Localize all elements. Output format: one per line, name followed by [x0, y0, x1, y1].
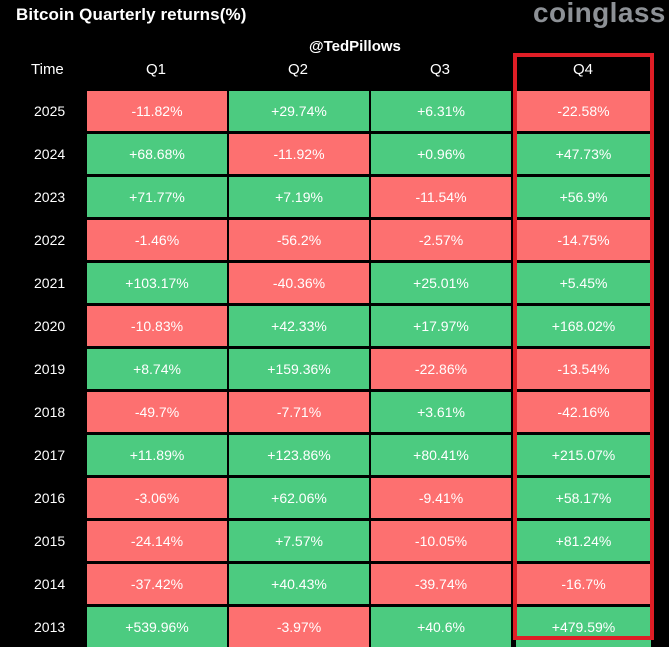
- return-cell-2015-q4: +81.24%: [516, 521, 651, 561]
- return-cell-2021-q3: +25.01%: [371, 263, 511, 303]
- return-cell-2013-q1: +539.96%: [87, 607, 227, 647]
- watermark: @TedPillows: [309, 38, 401, 55]
- row-year-label: 2015: [34, 533, 66, 549]
- header-q2: Q2: [288, 61, 309, 78]
- return-cell-2019-q3: -22.86%: [371, 349, 511, 389]
- return-cell-2020-q1: -10.83%: [87, 306, 227, 346]
- return-cell-2014-q3: -39.74%: [371, 564, 511, 604]
- return-cell-2017-q3: +80.41%: [371, 435, 511, 475]
- header-q1: Q1: [146, 61, 167, 78]
- return-cell-2025-q1: -11.82%: [87, 91, 227, 131]
- return-cell-2023-q4: +56.9%: [516, 177, 651, 217]
- row-year-label: 2020: [34, 318, 66, 334]
- return-cell-2016-q1: -3.06%: [87, 478, 227, 518]
- return-cell-2016-q2: +62.06%: [229, 478, 369, 518]
- row-year-label: 2018: [34, 404, 66, 420]
- row-year-label: 2024: [34, 146, 66, 162]
- return-cell-2022-q3: -2.57%: [371, 220, 511, 260]
- chart-title: Bitcoin Quarterly returns(%): [16, 5, 247, 24]
- brand-logo: coinglass: [533, 0, 666, 28]
- return-cell-2013-q3: +40.6%: [371, 607, 511, 647]
- return-cell-2024-q2: -11.92%: [229, 134, 369, 174]
- header-q3: Q3: [430, 61, 451, 78]
- return-cell-2022-q2: -56.2%: [229, 220, 369, 260]
- return-cell-2024-q4: +47.73%: [516, 134, 651, 174]
- return-cell-2018-q3: +3.61%: [371, 392, 511, 432]
- row-year-label: 2014: [34, 576, 66, 592]
- return-cell-2017-q2: +123.86%: [229, 435, 369, 475]
- return-cell-2025-q3: +6.31%: [371, 91, 511, 131]
- return-cell-2016-q4: +58.17%: [516, 478, 651, 518]
- return-cell-2018-q1: -49.7%: [87, 392, 227, 432]
- return-cell-2019-q4: -13.54%: [516, 349, 651, 389]
- row-year-label: 2021: [34, 275, 66, 291]
- return-cell-2013-q4: +479.59%: [516, 607, 651, 647]
- return-cell-2014-q1: -37.42%: [87, 564, 227, 604]
- return-cell-2022-q1: -1.46%: [87, 220, 227, 260]
- return-cell-2020-q3: +17.97%: [371, 306, 511, 346]
- return-cell-2021-q2: -40.36%: [229, 263, 369, 303]
- return-cell-2014-q2: +40.43%: [229, 564, 369, 604]
- return-cell-2019-q1: +8.74%: [87, 349, 227, 389]
- return-cell-2024-q1: +68.68%: [87, 134, 227, 174]
- return-cell-2017-q1: +11.89%: [87, 435, 227, 475]
- return-cell-2020-q2: +42.33%: [229, 306, 369, 346]
- return-cell-2018-q4: -42.16%: [516, 392, 651, 432]
- return-cell-2016-q3: -9.41%: [371, 478, 511, 518]
- return-cell-2020-q4: +168.02%: [516, 306, 651, 346]
- return-cell-2021-q4: +5.45%: [516, 263, 651, 303]
- return-cell-2019-q2: +159.36%: [229, 349, 369, 389]
- return-cell-2024-q3: +0.96%: [371, 134, 511, 174]
- return-cell-2014-q4: -16.7%: [516, 564, 651, 604]
- row-year-label: 2016: [34, 490, 66, 506]
- row-year-label: 2025: [34, 103, 66, 119]
- row-year-label: 2023: [34, 189, 66, 205]
- return-cell-2017-q4: +215.07%: [516, 435, 651, 475]
- return-cell-2023-q3: -11.54%: [371, 177, 511, 217]
- return-cell-2018-q2: -7.71%: [229, 392, 369, 432]
- return-cell-2023-q2: +7.19%: [229, 177, 369, 217]
- row-year-label: 2017: [34, 447, 66, 463]
- return-cell-2015-q3: -10.05%: [371, 521, 511, 561]
- return-cell-2025-q4: -22.58%: [516, 91, 651, 131]
- return-cell-2013-q2: -3.97%: [229, 607, 369, 647]
- return-cell-2025-q2: +29.74%: [229, 91, 369, 131]
- return-cell-2023-q1: +71.77%: [87, 177, 227, 217]
- row-year-label: 2022: [34, 232, 66, 248]
- row-year-label: 2019: [34, 361, 66, 377]
- return-cell-2015-q1: -24.14%: [87, 521, 227, 561]
- header-time: Time: [31, 61, 64, 78]
- return-cell-2021-q1: +103.17%: [87, 263, 227, 303]
- return-cell-2015-q2: +7.57%: [229, 521, 369, 561]
- row-year-label: 2013: [34, 619, 66, 635]
- return-cell-2022-q4: -14.75%: [516, 220, 651, 260]
- header-q4: Q4: [573, 61, 594, 78]
